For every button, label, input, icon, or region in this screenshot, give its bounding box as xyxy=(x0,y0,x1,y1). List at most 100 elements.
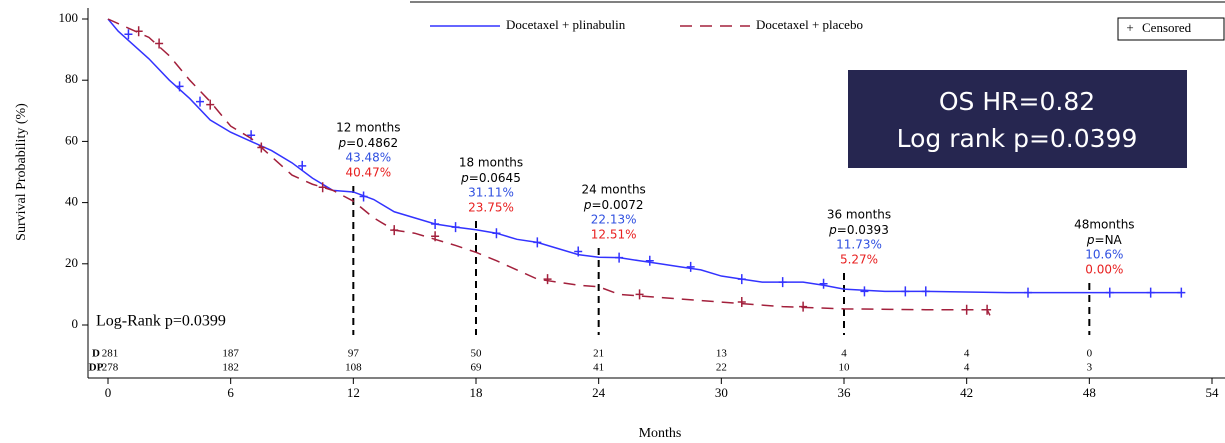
y-tick-label: 80 xyxy=(65,71,78,86)
censor-mark xyxy=(431,219,440,230)
censor-mark xyxy=(298,160,307,171)
x-tick-label: 48 xyxy=(1083,385,1096,400)
censor-mark xyxy=(574,246,583,257)
censor-mark xyxy=(543,274,552,285)
x-tick-label: 0 xyxy=(105,385,112,400)
annotation-blue: 11.73% xyxy=(836,238,882,252)
risk-count: 69 xyxy=(471,362,483,374)
risk-count: 22 xyxy=(716,362,727,374)
censor-mark xyxy=(533,237,542,248)
p-value: =0.0393 xyxy=(837,223,889,237)
p-value: =0.4862 xyxy=(346,136,398,150)
censor-mark xyxy=(451,222,460,233)
censor-mark xyxy=(615,252,624,263)
annotation-red: 40.47% xyxy=(345,166,391,180)
x-tick-label: 36 xyxy=(838,385,852,400)
x-tick-label: 24 xyxy=(592,385,606,400)
censor-mark xyxy=(155,38,164,49)
risk-count: 278 xyxy=(102,362,119,374)
censor-mark xyxy=(492,228,501,239)
x-tick-label: 18 xyxy=(470,385,483,400)
censored-label: Censored xyxy=(1142,20,1192,35)
censor-mark xyxy=(1146,287,1155,298)
censor-mark xyxy=(431,231,440,242)
censored-symbol: + xyxy=(1126,20,1133,35)
censored-key xyxy=(1117,17,1225,41)
censor-mark xyxy=(737,297,746,308)
censor-mark xyxy=(206,99,215,110)
hr-box xyxy=(848,70,1187,168)
risk-count: 3 xyxy=(1087,362,1093,374)
hr-text: OS HR=0.82 xyxy=(939,87,1095,116)
p-value: =NA xyxy=(1095,233,1123,247)
annotation-p: p=0.4862 xyxy=(337,136,398,150)
censor-mark xyxy=(921,286,930,297)
annotation-p: p=0.0072 xyxy=(583,198,644,212)
risk-count: 50 xyxy=(471,348,483,360)
annotation-blue: 10.6% xyxy=(1085,248,1123,262)
x-tick-label: 30 xyxy=(715,385,728,400)
risk-count: 41 xyxy=(593,362,604,374)
risk-count: 97 xyxy=(348,348,360,360)
y-tick-label: 60 xyxy=(65,132,78,147)
censor-mark xyxy=(983,304,992,315)
y-tick-label: 0 xyxy=(72,316,79,331)
y-tick-label: 20 xyxy=(65,255,78,270)
y-axis-label: Survival Probability (%) xyxy=(14,103,29,241)
censor-mark xyxy=(1177,287,1186,298)
censor-mark xyxy=(175,81,184,92)
censor-mark xyxy=(196,96,204,107)
annotation-blue: 43.48% xyxy=(345,151,391,165)
censor-mark xyxy=(1105,287,1114,298)
annotation-red: 23.75% xyxy=(468,201,514,215)
legend-label: Docetaxel + placebo xyxy=(756,17,863,32)
censor-mark xyxy=(645,255,654,266)
risk-count: 4 xyxy=(841,348,847,360)
risk-count: 281 xyxy=(102,348,119,360)
risk-count: 21 xyxy=(593,348,604,360)
censor-mark xyxy=(860,286,869,297)
annotation-p: p=0.0393 xyxy=(828,223,889,237)
risk-count: 182 xyxy=(222,362,239,374)
p-symbol: p xyxy=(1086,233,1095,247)
risk-row-label: D xyxy=(92,348,100,360)
censor-mark xyxy=(124,29,133,40)
x-axis-label: Months xyxy=(639,426,682,441)
annotation-title: 18 months xyxy=(459,156,523,170)
censor-mark xyxy=(778,277,787,288)
risk-count: 4 xyxy=(964,348,970,360)
annotation-title: 24 months xyxy=(582,183,646,197)
annotation-p: p=NA xyxy=(1086,233,1123,247)
censor-mark xyxy=(257,142,266,153)
p-symbol: p xyxy=(583,198,592,212)
p-symbol: p xyxy=(460,171,469,185)
risk-count: 13 xyxy=(716,348,728,360)
censor-mark xyxy=(390,225,399,236)
annotation-blue: 22.13% xyxy=(591,213,637,227)
log-rank-text: Log-Rank p=0.0399 xyxy=(96,313,226,330)
censor-mark xyxy=(318,182,327,193)
p-symbol: p xyxy=(828,223,837,237)
risk-row-label: DP xyxy=(89,362,104,374)
risk-count: 187 xyxy=(222,348,239,360)
x-tick-label: 6 xyxy=(227,385,234,400)
p-value: =0.0645 xyxy=(469,171,521,185)
censor-mark xyxy=(901,286,910,297)
p-value: =0.0072 xyxy=(591,198,643,212)
x-tick-label: 54 xyxy=(1206,385,1220,400)
annotation-red: 12.51% xyxy=(591,228,637,242)
censor-mark xyxy=(819,278,828,289)
risk-count: 0 xyxy=(1087,348,1093,360)
p-symbol: p xyxy=(337,136,346,150)
annotation-red: 5.27% xyxy=(840,253,878,267)
x-tick-label: 12 xyxy=(347,385,360,400)
censor-mark xyxy=(799,301,808,312)
annotation-title: 48months xyxy=(1074,218,1134,232)
hr-text: Log rank p=0.0399 xyxy=(897,124,1138,153)
survival-curve xyxy=(107,18,1182,294)
x-tick-label: 42 xyxy=(960,385,973,400)
censor-mark xyxy=(962,304,971,315)
risk-count: 108 xyxy=(345,362,362,374)
y-tick-label: 40 xyxy=(65,194,78,209)
